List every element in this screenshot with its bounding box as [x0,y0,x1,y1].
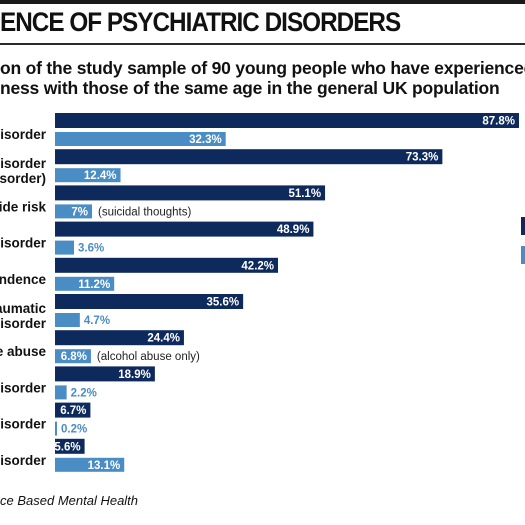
bar-light [55,276,115,291]
bar-dark [55,366,155,382]
bar-note: (alcohol abuse only) [97,351,200,363]
category-label: icide risk [0,199,46,214]
category-label: t disorder [0,127,47,142]
category-label: pendence [0,272,46,287]
source-note: ce Based Mental Health [0,493,139,508]
bar-dark-value-label: 42.2% [241,260,274,272]
bar-light-value-label: 11.2% [78,279,110,291]
bar-light-value-label: 4.7% [84,315,110,327]
category-label: s disorder [0,316,47,331]
bar-dark [55,330,184,346]
title-rule [0,43,525,45]
category-label: nce abuse [0,344,46,359]
bar-dark-value-label: 51.1% [288,188,321,200]
bar-light [55,385,67,400]
bar-dark-value-label: 87.8% [482,116,515,128]
bar-note: (suicidal thoughts) [98,206,191,218]
bar-light [55,349,91,364]
bar-dark [55,402,91,418]
category-label: g disorder [0,453,47,468]
bar-dark-value-label: 48.9% [277,224,310,236]
bar-light [55,457,125,472]
bar-light-value-label: 7% [71,206,88,218]
chart-title: ENCE OF PSYCHIATRIC DISORDERS [0,7,401,37]
category-label: c disorder [0,417,47,432]
top-rule [0,0,525,4]
bar-light-value-label: 6.8% [61,351,87,363]
category-label: y disorder [0,236,47,251]
bar-dark-value-label: 18.9% [118,369,151,381]
bar-dark-value-label: 73.3% [406,152,439,164]
category-label: l disorder [0,156,47,171]
category-label: traumatic [0,301,46,316]
bar-light [55,132,226,146]
bar-light [55,168,121,183]
bar-dark-value-label: 35.6% [207,297,240,309]
bar-dark-value-label: 6.7% [60,405,86,417]
chart-subtitle-line-1: on of the study sample of 90 young peopl… [0,58,525,78]
bar-dark [55,294,244,309]
category-label: l disorder [0,380,47,395]
bar-light-value-label: 0.2% [61,424,87,436]
bar-dark [55,185,326,201]
bar-light-value-label: 2.2% [71,387,97,399]
legend-swatch-dark [521,217,525,235]
bar-light-value-label: 32.3% [189,134,222,146]
bar-light-value-label: 12.4% [84,170,117,182]
category-label: disorder) [0,171,46,186]
chart-subtitle-line-2: ness with those of the same age in the g… [0,78,500,98]
bar-dark [55,438,85,454]
bar-light [55,204,92,219]
bar-dark [55,257,279,273]
bar-dark [55,113,519,128]
bar-light [55,240,75,255]
bar-dark-value-label: 24.4% [147,333,180,345]
bar-light [55,313,80,327]
bar-light [55,421,57,436]
bar-light-value-label: 3.6% [78,243,104,255]
bar-dark [55,149,443,165]
legend-swatch-light [521,246,525,264]
bar-dark-value-label: 5.6% [54,441,80,453]
bar-light-value-label: 13.1% [88,460,121,472]
bar-dark [55,221,314,237]
